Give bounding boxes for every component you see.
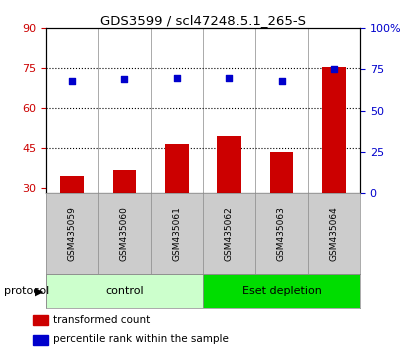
Bar bbox=[322, 67, 346, 193]
Bar bbox=[33, 335, 48, 345]
Title: GDS3599 / scl47248.5.1_265-S: GDS3599 / scl47248.5.1_265-S bbox=[100, 14, 306, 27]
Text: ▶: ▶ bbox=[35, 286, 43, 296]
Text: protocol: protocol bbox=[4, 286, 49, 296]
Point bbox=[69, 78, 75, 84]
Text: GSM435062: GSM435062 bbox=[225, 206, 234, 261]
Point bbox=[174, 75, 180, 80]
Text: GSM435061: GSM435061 bbox=[172, 206, 181, 261]
Bar bbox=[217, 136, 241, 193]
Bar bbox=[165, 144, 189, 193]
Point bbox=[121, 76, 128, 82]
Point bbox=[331, 67, 337, 72]
Bar bbox=[270, 152, 293, 193]
Text: percentile rank within the sample: percentile rank within the sample bbox=[53, 334, 228, 344]
Text: control: control bbox=[105, 286, 144, 296]
Bar bbox=[203, 274, 360, 308]
Bar bbox=[46, 274, 203, 308]
Point bbox=[278, 78, 285, 84]
Text: GSM435059: GSM435059 bbox=[68, 206, 77, 261]
Text: GSM435063: GSM435063 bbox=[277, 206, 286, 261]
Point bbox=[226, 75, 232, 80]
Bar bbox=[113, 170, 136, 193]
Text: transformed count: transformed count bbox=[53, 315, 150, 325]
Bar bbox=[33, 315, 48, 325]
Text: GSM435060: GSM435060 bbox=[120, 206, 129, 261]
Text: GSM435064: GSM435064 bbox=[329, 206, 338, 261]
Bar bbox=[60, 176, 84, 193]
Text: Eset depletion: Eset depletion bbox=[242, 286, 322, 296]
